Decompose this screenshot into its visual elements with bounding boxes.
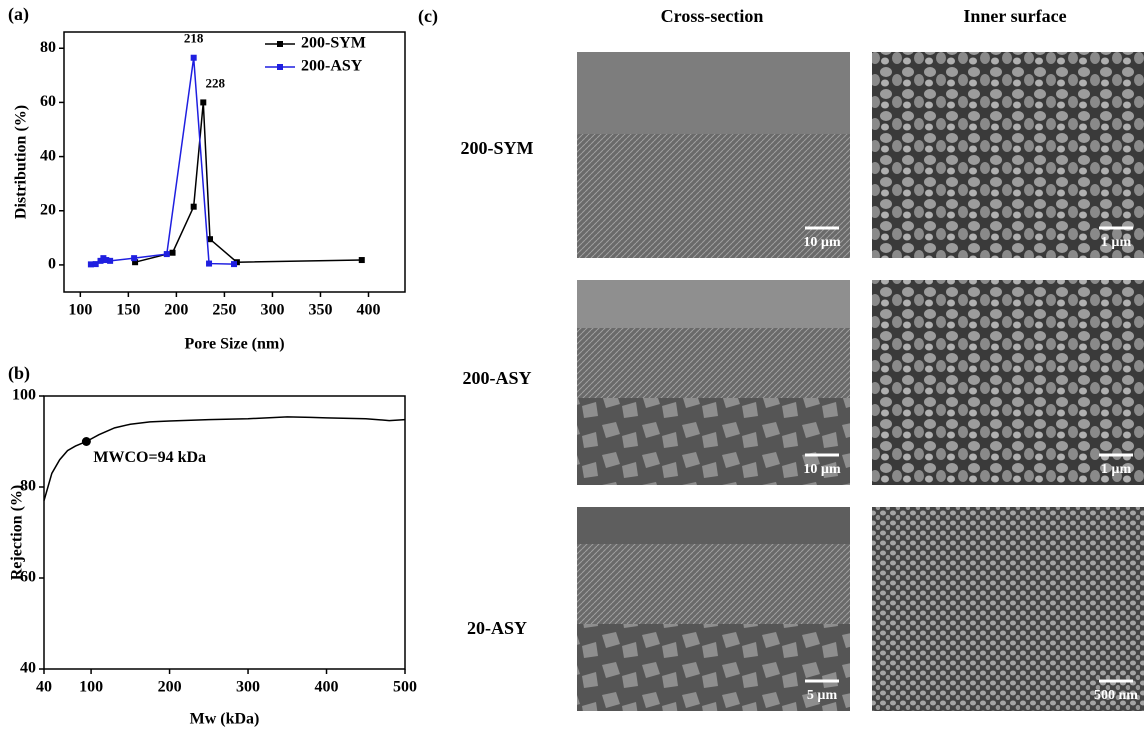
plot-frame bbox=[43, 395, 406, 670]
y-tick-label: 80 bbox=[20, 478, 36, 495]
panel-label: (a) bbox=[8, 4, 29, 25]
sem-images bbox=[577, 52, 1144, 711]
x-tick-label: 350 bbox=[308, 302, 332, 319]
point bbox=[207, 236, 214, 243]
sem-image bbox=[872, 52, 1144, 258]
annotation: MWCO=94 kDa bbox=[93, 449, 206, 466]
point bbox=[163, 251, 170, 258]
row-label: 200-SYM bbox=[461, 138, 534, 158]
x-axis-title: Mw (kDa) bbox=[190, 711, 260, 728]
x-tick-label: 200 bbox=[164, 302, 188, 319]
point bbox=[190, 54, 197, 61]
sem-image-top bbox=[577, 52, 850, 134]
point bbox=[107, 257, 114, 264]
legend-label: 200-SYM bbox=[301, 35, 366, 52]
scale-bar-label: 500 nm bbox=[1094, 688, 1138, 703]
y-tick-label: 40 bbox=[40, 147, 56, 164]
x-tick-label: 100 bbox=[68, 302, 92, 319]
y-tick-label: 0 bbox=[48, 256, 56, 273]
x-tick-label: 400 bbox=[315, 679, 339, 696]
scale-bar-label: 10 µm bbox=[803, 462, 841, 477]
scale-bar-label: 1 µm bbox=[1101, 462, 1132, 477]
y-axis-title: Distribution (%) bbox=[13, 105, 30, 219]
x-tick-label: 400 bbox=[356, 302, 380, 319]
sem-image-top bbox=[577, 280, 850, 328]
sem-image bbox=[872, 280, 1144, 485]
y-tick-label: 20 bbox=[40, 201, 56, 218]
y-tick-label: 40 bbox=[20, 660, 36, 677]
y-tick-label: 60 bbox=[20, 569, 36, 586]
scale-bar-label: 5 µm bbox=[807, 688, 838, 703]
sem-image-layer bbox=[577, 328, 850, 398]
point bbox=[87, 261, 94, 268]
point bbox=[190, 203, 197, 210]
point bbox=[231, 261, 238, 268]
x-tick-label: 100 bbox=[79, 679, 103, 696]
column-header: Cross-section bbox=[661, 6, 764, 26]
x-tick-label: 250 bbox=[212, 302, 236, 319]
x-tick-label: 200 bbox=[158, 679, 182, 696]
column-header: Inner surface bbox=[963, 6, 1066, 26]
sem-image bbox=[872, 507, 1144, 711]
point bbox=[132, 259, 139, 266]
point bbox=[358, 257, 365, 264]
panel-label: (c) bbox=[418, 6, 438, 27]
x-tick-label: 500 bbox=[393, 679, 417, 696]
scale-bar-label: 10 µm bbox=[803, 235, 841, 250]
panel-label: (b) bbox=[8, 363, 30, 384]
scale-bar-label: 1 µm bbox=[1101, 235, 1132, 250]
point bbox=[131, 255, 138, 262]
x-tick-label: 40 bbox=[36, 679, 52, 696]
sem-image-top bbox=[577, 507, 850, 544]
legend-label: 200-ASY bbox=[301, 58, 363, 75]
y-tick-label: 100 bbox=[12, 387, 36, 404]
peak-label: 218 bbox=[184, 31, 204, 46]
point bbox=[200, 99, 207, 106]
point bbox=[169, 249, 176, 256]
sem-image-layer bbox=[577, 544, 850, 624]
annotation-point bbox=[81, 437, 91, 446]
point bbox=[206, 260, 213, 267]
x-tick-label: 150 bbox=[116, 302, 140, 319]
legend-marker bbox=[277, 64, 283, 70]
series-line bbox=[43, 416, 406, 501]
row-label: 200-ASY bbox=[462, 368, 531, 388]
legend-marker bbox=[277, 41, 283, 47]
row-label: 20-ASY bbox=[467, 618, 527, 638]
point bbox=[92, 261, 99, 268]
y-tick-label: 60 bbox=[40, 93, 56, 110]
y-axis-title: Rejection (%) bbox=[9, 485, 26, 581]
y-tick-label: 80 bbox=[40, 39, 56, 56]
x-axis-title: Pore Size (nm) bbox=[184, 336, 284, 353]
peak-label: 228 bbox=[206, 75, 226, 90]
point bbox=[103, 257, 110, 264]
plot-frame bbox=[63, 31, 406, 293]
x-tick-label: 300 bbox=[260, 302, 284, 319]
x-tick-label: 300 bbox=[236, 679, 260, 696]
